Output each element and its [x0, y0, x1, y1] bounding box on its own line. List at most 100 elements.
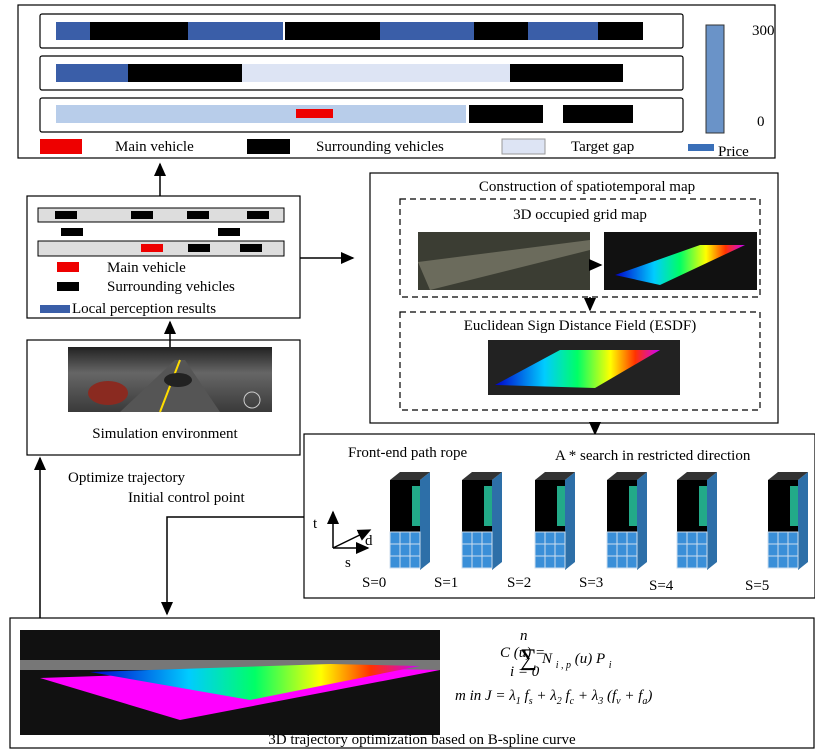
column-side — [798, 472, 808, 570]
column-cell — [677, 544, 687, 556]
panel-title: Construction of spatiotemporal map — [479, 179, 695, 195]
column-stripe — [699, 486, 707, 526]
panel-label: Simulation environment — [92, 426, 238, 442]
column-cell — [555, 556, 565, 568]
column-cell — [410, 544, 420, 556]
column-cell — [768, 544, 778, 556]
column-cell — [410, 556, 420, 568]
column-stripe — [557, 486, 565, 526]
column-cell — [768, 556, 778, 568]
formula-part: n — [520, 628, 528, 644]
column-cell — [400, 544, 410, 556]
legend-label: Target gap — [571, 139, 634, 155]
column-cell — [627, 556, 637, 568]
column-cell — [697, 532, 707, 544]
column-cell — [400, 556, 410, 568]
stage-label: S=2 — [507, 575, 531, 591]
formula-part: + f — [621, 688, 645, 704]
panel-title: Front-end path rope — [348, 445, 467, 461]
diagram: 300 0 Main vehicle Surrounding vehicles … — [0, 0, 815, 749]
column-cell — [535, 556, 545, 568]
optimization-image — [20, 630, 440, 735]
legend-swatch — [502, 139, 545, 154]
column-cell — [482, 556, 492, 568]
axis-label: d — [365, 533, 373, 549]
column-cell — [607, 544, 617, 556]
formula-part: i , p — [556, 660, 571, 671]
column-cell — [472, 544, 482, 556]
column-cell — [687, 556, 697, 568]
column-cell — [788, 544, 798, 556]
column-cell — [410, 532, 420, 544]
price-min: 0 — [757, 114, 765, 130]
stage-label: S=0 — [362, 575, 386, 591]
simulation-image — [68, 347, 272, 412]
column-cell — [768, 532, 778, 544]
legend-label: Price — [718, 144, 749, 160]
column-cell — [677, 556, 687, 568]
column-cell — [788, 532, 798, 544]
column-cell — [462, 532, 472, 544]
column-side — [492, 472, 502, 570]
panel-label: 3D trajectory optimization based on B-sp… — [268, 732, 576, 748]
formula-part: ) — [646, 688, 652, 704]
legend-swatch — [247, 139, 290, 154]
column-cell — [545, 556, 555, 568]
column-cell — [555, 544, 565, 556]
column-side — [420, 472, 430, 570]
panel-title: 3D occupied grid map — [513, 207, 647, 223]
column-cell — [545, 544, 555, 556]
stage-label: S=3 — [579, 575, 603, 591]
column-cell — [607, 532, 617, 544]
column-cell — [390, 556, 400, 568]
stage-label: S=5 — [745, 578, 769, 594]
column-cell — [482, 532, 492, 544]
column-cell — [400, 532, 410, 544]
flow-label: Initial control point — [128, 490, 245, 506]
column-side — [637, 472, 647, 570]
legend-label: Surrounding vehicles — [316, 139, 444, 155]
formula-part: i = 0 — [510, 664, 540, 680]
column-cell — [462, 556, 472, 568]
column-cell — [462, 544, 472, 556]
formula-part: i — [609, 660, 612, 671]
legend-label: Main vehicle — [115, 139, 194, 155]
column-cell — [697, 544, 707, 556]
column-cell — [617, 556, 627, 568]
column-cell — [687, 544, 697, 556]
column-cell — [697, 556, 707, 568]
flow-label: Optimize trajectory — [68, 470, 186, 486]
esdf-image — [488, 340, 680, 395]
column-cell — [472, 532, 482, 544]
arrow — [167, 517, 304, 614]
formula-part: + λ — [574, 688, 599, 704]
column-cell — [788, 556, 798, 568]
column-cell — [778, 556, 788, 568]
stage-label: S=1 — [434, 575, 458, 591]
legend-label: Local perception results — [72, 301, 216, 317]
legend-swatch — [40, 139, 82, 154]
column-cell — [390, 544, 400, 556]
column-cell — [535, 532, 545, 544]
column-side — [707, 472, 717, 570]
formula-part: m in J = λ — [455, 688, 516, 704]
column-cell — [545, 532, 555, 544]
column-cell — [535, 544, 545, 556]
price-max: 300 — [752, 23, 775, 39]
grid-map-images — [418, 232, 757, 290]
column-cell — [482, 544, 492, 556]
legend-label: Main vehicle — [107, 260, 186, 276]
panel-title: A * search in restricted direction — [555, 448, 751, 464]
formula-part: N — [541, 651, 553, 667]
column-cell — [778, 532, 788, 544]
formula-part: + λ — [533, 688, 558, 704]
legend-label: Surrounding vehicles — [107, 279, 235, 295]
column-cell — [617, 544, 627, 556]
column-stripe — [790, 486, 798, 526]
column-cell — [555, 532, 565, 544]
column-cell — [778, 544, 788, 556]
column-stripe — [412, 486, 420, 526]
column-cell — [472, 556, 482, 568]
legend-swatch — [688, 144, 714, 151]
stage-label: S=4 — [649, 578, 674, 594]
